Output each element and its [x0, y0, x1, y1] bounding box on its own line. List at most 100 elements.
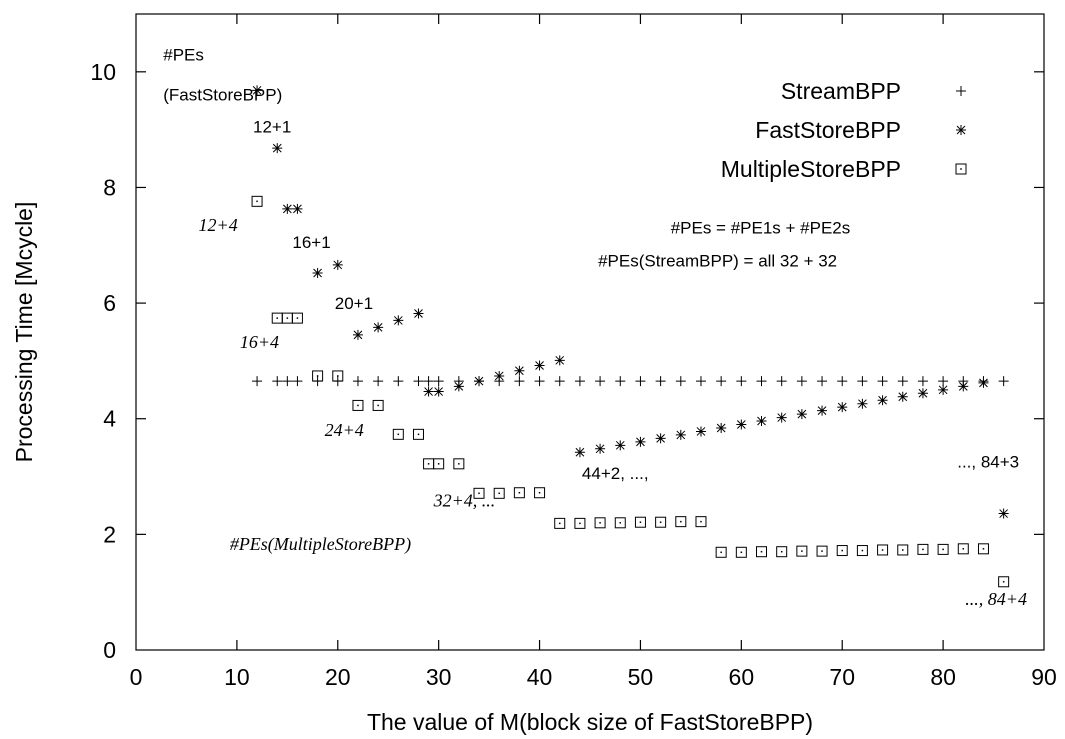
annotation-label: 24+4: [325, 420, 364, 440]
legend-label: FastStoreBPP: [755, 117, 901, 143]
multiplestorebpp-point: [291, 312, 303, 324]
multiplestorebpp-point: [695, 516, 707, 528]
streambpp-point: [292, 376, 303, 387]
multiplestorebpp-point: [251, 195, 263, 207]
annotation-label: 12+4: [199, 215, 238, 235]
multiplestorebpp-point: [534, 487, 546, 499]
faststorebpp-point: [635, 436, 646, 447]
multiplestorebpp-point: [998, 576, 1010, 588]
multiplestorebpp-point: [756, 546, 768, 558]
multiplestorebpp-point: [423, 458, 435, 470]
y-axis-label: Processing Time [Mcycle]: [11, 202, 37, 463]
multiplestorebpp-point: [877, 544, 889, 556]
streambpp-point: [736, 376, 747, 387]
streambpp-point: [796, 376, 807, 387]
faststorebpp-point: [474, 376, 485, 387]
y-tick-label: 8: [103, 174, 116, 200]
faststorebpp-point: [695, 426, 706, 437]
faststorebpp-point: [494, 370, 505, 381]
tick-labels: 0 10 20 30 40 50 60 70 80 90 0 2 4 6 8 10: [90, 59, 1056, 690]
multiplestorebpp-point: [372, 399, 384, 411]
streambpp-point: [756, 376, 767, 387]
faststorebpp-point: [776, 412, 787, 423]
multiplestorebpp-point: [977, 543, 989, 555]
annotation-label: 16+4: [240, 332, 279, 352]
annotation-label: 12+1: [253, 118, 291, 137]
streambpp-point: [514, 376, 525, 387]
faststorebpp-point: [897, 391, 908, 402]
streambpp-point: [534, 376, 545, 387]
faststorebpp-point: [292, 203, 303, 214]
annotation-label: ..., 84+4: [965, 589, 1027, 609]
faststorebpp-point: [574, 447, 585, 458]
faststorebpp-point: [716, 422, 727, 433]
faststorebpp-point: [272, 143, 283, 154]
multiplestorebpp-point: [675, 516, 687, 528]
multiplestorebpp-point: [776, 546, 788, 558]
multiplestorebpp-point: [513, 487, 525, 499]
streambpp-point: [352, 376, 363, 387]
annotation-label: #PEs(StreamBPP) = all 32 + 32: [598, 252, 837, 271]
streambpp-point: [998, 376, 1009, 387]
multiplestorebpp-point: [634, 516, 646, 528]
faststorebpp-point: [837, 402, 848, 413]
streambpp-point: [272, 376, 283, 387]
streambpp-point: [897, 376, 908, 387]
multiplestorebpp-point: [332, 370, 344, 382]
faststorebpp-point: [978, 377, 989, 388]
multiplestorebpp-point: [281, 312, 293, 324]
streambpp-point: [837, 376, 848, 387]
streambpp-point: [282, 376, 293, 387]
multiplestorebpp-point: [655, 516, 667, 528]
annotation-label: 44+2, ...,: [582, 464, 649, 483]
streambpp-point: [776, 376, 787, 387]
annotation-label: (FastStoreBPP): [163, 86, 282, 105]
multiplestorebpp-point: [453, 458, 465, 470]
streambpp-point: [675, 376, 686, 387]
annotation-label: #PEs(MultipleStoreBPP): [230, 534, 411, 555]
multiplestorebpp-point: [554, 517, 566, 529]
multiplestorebpp-point: [433, 458, 445, 470]
annotation-label: #PEs: [163, 45, 204, 64]
faststorebpp-point: [393, 315, 404, 326]
streambpp-point: [373, 376, 384, 387]
faststorebpp-point: [675, 429, 686, 440]
faststorebpp-point: [857, 398, 868, 409]
streambpp-point: [413, 376, 424, 387]
streambpp-point: [393, 376, 404, 387]
streambpp-point: [938, 376, 949, 387]
multiplestorebpp-point: [473, 487, 485, 499]
x-tick-label: 70: [829, 664, 855, 690]
x-tick-label: 0: [130, 664, 143, 690]
multiplestorebpp-point: [493, 487, 505, 499]
faststorebpp-point: [373, 322, 384, 333]
x-tick-label: 50: [628, 664, 654, 690]
y-tick-label: 2: [103, 521, 116, 547]
multiplestorebpp-point: [352, 399, 364, 411]
faststorebpp-point: [655, 433, 666, 444]
axis-ticks: [136, 14, 1044, 650]
multiplestorebpp-point: [574, 517, 586, 529]
faststorebpp-point: [917, 388, 928, 399]
streambpp-point: [595, 376, 606, 387]
faststorebpp-point: [877, 395, 888, 406]
faststorebpp-point: [312, 268, 323, 279]
annotation-label: 16+1: [292, 233, 330, 252]
y-tick-label: 0: [103, 637, 116, 663]
faststorebpp-point: [423, 386, 434, 397]
faststorebpp-point: [615, 440, 626, 451]
faststorebpp-point: [595, 443, 606, 454]
faststorebpp-point: [534, 360, 545, 371]
streambpp-point: [554, 376, 565, 387]
multiplestorebpp-point: [856, 545, 868, 557]
x-tick-label: 90: [1031, 664, 1057, 690]
streambpp-point: [877, 376, 888, 387]
annotation-label: 20+1: [335, 294, 373, 313]
multiplestorebpp-point: [614, 517, 626, 529]
data-marks: [251, 85, 1010, 588]
faststorebpp-point: [756, 416, 767, 427]
streambpp-point: [433, 376, 444, 387]
streambpp-point: [716, 376, 727, 387]
streambpp-point: [655, 376, 666, 387]
x-tick-label: 20: [325, 664, 351, 690]
